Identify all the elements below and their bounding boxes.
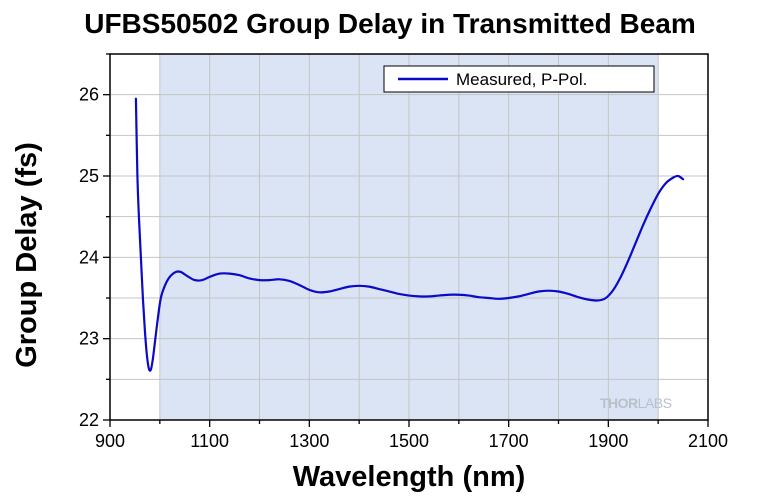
x-axis-label: Wavelength (nm) bbox=[293, 461, 526, 493]
series-line-measured-p-pol bbox=[134, 97, 685, 372]
axis-ticks bbox=[103, 53, 709, 427]
x-tick-label: 900 bbox=[95, 431, 125, 451]
x-tick-label: 1300 bbox=[289, 431, 329, 451]
thorlabs-watermark: THORLABS bbox=[600, 395, 672, 411]
watermark-prefix: THOR bbox=[600, 395, 638, 411]
y-tick-label: 22 bbox=[79, 410, 99, 430]
y-axis-label: Group Delay (fs) bbox=[11, 142, 43, 368]
x-tick-labels: 900 1100 1300 1500 1700 1900 2100 bbox=[95, 431, 728, 451]
chart-title: UFBS50502 Group Delay in Transmitted Bea… bbox=[84, 8, 696, 39]
y-tick-label: 24 bbox=[79, 247, 99, 267]
x-tick-label: 1900 bbox=[588, 431, 628, 451]
y-tick-labels: 22 23 24 25 26 bbox=[79, 85, 99, 430]
x-tick-label: 1100 bbox=[190, 431, 229, 451]
grid-lines bbox=[110, 54, 708, 420]
legend: Measured, P-Pol. bbox=[383, 65, 655, 93]
watermark-suffix: LABS bbox=[638, 395, 672, 411]
x-tick-label: 2100 bbox=[688, 431, 728, 451]
y-tick-label: 26 bbox=[79, 85, 99, 105]
y-tick-label: 23 bbox=[79, 329, 99, 349]
y-tick-label: 25 bbox=[79, 166, 99, 186]
x-tick-label: 1700 bbox=[489, 431, 529, 451]
legend-entry-label: Measured, P-Pol. bbox=[456, 70, 587, 89]
x-tick-label: 1500 bbox=[389, 431, 429, 451]
